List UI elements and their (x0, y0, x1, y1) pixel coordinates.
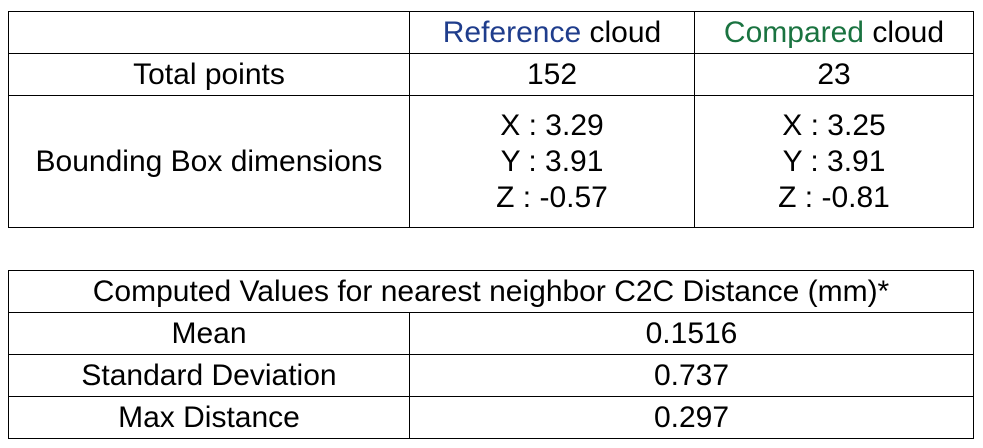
mean-value: 0.1516 (409, 312, 974, 355)
table-row: Standard Deviation 0.737 (8, 354, 974, 397)
compared-total-points: 23 (694, 53, 974, 96)
compared-suffix: cloud (864, 15, 945, 49)
table-header-row: Reference cloud Compared cloud (8, 11, 974, 54)
row-label-mean: Mean (8, 312, 410, 355)
compared-label: Compared (723, 15, 864, 49)
row-label-standard-deviation: Standard Deviation (8, 354, 410, 397)
reference-suffix: cloud (581, 15, 662, 49)
compared-bounding-box: X : 3.25 Y : 3.91 Z : -0.81 (694, 95, 974, 228)
header-empty-cell (8, 11, 410, 54)
reference-bbox-z: Z : -0.57 (496, 180, 608, 214)
reference-bbox-y: Y : 3.91 (500, 144, 604, 178)
row-label-bounding-box: Bounding Box dimensions (8, 95, 410, 228)
reference-bbox-x: X : 3.29 (500, 108, 604, 142)
table-row: Total points 152 23 (8, 53, 974, 96)
c2c-distance-table: Computed Values for nearest neighbor C2C… (8, 270, 974, 439)
row-label-total-points: Total points (8, 53, 410, 96)
max-distance-value: 0.297 (409, 396, 974, 439)
compared-bbox-x: X : 3.25 (782, 108, 886, 142)
distance-table-title: Computed Values for nearest neighbor C2C… (8, 270, 974, 313)
header-compared-cloud: Compared cloud (694, 11, 974, 54)
table-row: Mean 0.1516 (8, 312, 974, 355)
reference-bounding-box: X : 3.29 Y : 3.91 Z : -0.57 (409, 95, 695, 228)
table-row: Max Distance 0.297 (8, 396, 974, 439)
table-title-row: Computed Values for nearest neighbor C2C… (8, 270, 974, 313)
row-label-max-distance: Max Distance (8, 396, 410, 439)
header-reference-cloud: Reference cloud (409, 11, 695, 54)
table-row: Bounding Box dimensions X : 3.29 Y : 3.9… (8, 95, 974, 228)
reference-total-points: 152 (409, 53, 695, 96)
standard-deviation-value: 0.737 (409, 354, 974, 397)
reference-label: Reference (442, 15, 582, 49)
cloud-comparison-table: Reference cloud Compared cloud Total poi… (8, 11, 974, 228)
compared-bbox-z: Z : -0.81 (778, 180, 890, 214)
compared-bbox-y: Y : 3.91 (782, 144, 886, 178)
